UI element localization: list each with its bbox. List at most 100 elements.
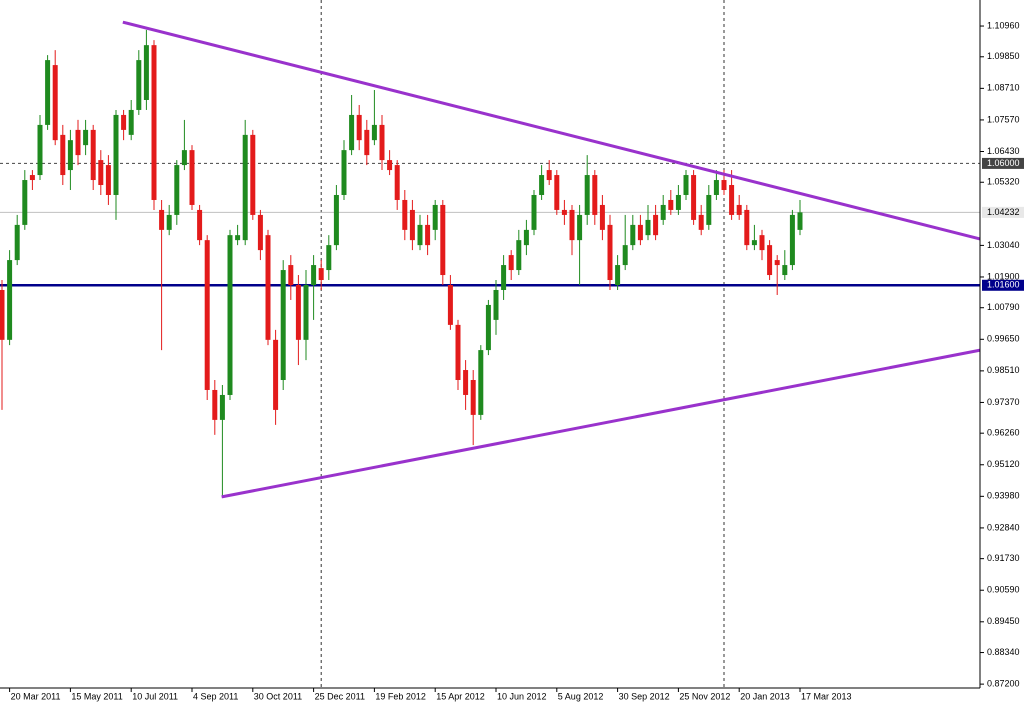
- candle-body: [219, 394, 225, 420]
- x-tick-label: 19 Feb 2012: [375, 691, 426, 701]
- candle-body: [326, 245, 332, 271]
- candle-body: [729, 185, 735, 215]
- x-tick-label: 4 Sep 2011: [193, 691, 238, 701]
- candle-body: [637, 224, 643, 241]
- y-tick-label: 0.91730: [987, 553, 1020, 563]
- candle-body: [189, 150, 195, 205]
- axis-bg: [980, 0, 1024, 704]
- level-label-box: [982, 206, 1024, 218]
- candle-body: [554, 175, 560, 210]
- trendline: [221, 342, 1013, 499]
- candle-body: [394, 165, 400, 200]
- candle-body: [630, 224, 636, 246]
- candle-body: [22, 180, 28, 225]
- candle-body: [265, 235, 271, 340]
- candle-body: [273, 339, 279, 410]
- candle-body: [303, 285, 309, 340]
- candle-body: [288, 265, 294, 286]
- axis-bg: [0, 688, 1024, 704]
- candle-body: [774, 260, 780, 266]
- y-tick-label: 0.95120: [987, 459, 1020, 469]
- candle-body: [14, 224, 20, 261]
- x-tick-label: 25 Nov 2012: [679, 691, 730, 701]
- candle-body: [371, 124, 377, 141]
- candle-body: [668, 199, 674, 210]
- y-tick-label: 0.93980: [987, 491, 1020, 501]
- candle-body: [341, 150, 347, 195]
- candle-body: [660, 204, 666, 220]
- x-tick-label: 30 Oct 2011: [254, 691, 302, 701]
- candle-body: [485, 304, 491, 351]
- candle-body: [577, 214, 583, 241]
- y-tick-label: 0.98510: [987, 365, 1020, 375]
- candle-body: [242, 134, 248, 241]
- candle-body: [37, 124, 43, 176]
- x-tick-label: 30 Sep 2012: [619, 691, 670, 701]
- candle-body: [698, 214, 704, 230]
- candle-body: [592, 175, 598, 215]
- candle-body: [90, 129, 96, 181]
- candle-body: [539, 175, 545, 195]
- x-tick-label: 20 Mar 2011: [11, 691, 61, 701]
- y-tick-label: 1.06430: [987, 146, 1020, 156]
- y-tick-label: 0.88340: [987, 647, 1020, 657]
- y-tick-label: 1.00790: [987, 302, 1020, 312]
- y-tick-label: 1.08710: [987, 83, 1020, 93]
- candle-body: [67, 140, 73, 171]
- y-tick-label: 1.01900: [987, 271, 1020, 281]
- x-tick-label: 15 May 2011: [71, 691, 122, 701]
- candle-body: [204, 240, 210, 390]
- candle-body: [174, 165, 180, 215]
- candle-body: [789, 214, 795, 266]
- candle-body: [197, 209, 203, 241]
- x-tick-label: 20 Jan 2013: [740, 691, 790, 701]
- candle-body: [333, 194, 339, 246]
- candle-body: [546, 170, 552, 181]
- y-tick-label: 1.03040: [987, 240, 1020, 250]
- candle-body: [257, 214, 263, 251]
- candle-body: [736, 204, 742, 215]
- level-label-box: [982, 279, 1024, 291]
- x-tick-label: 17 Mar 2013: [801, 691, 852, 701]
- candle-body: [463, 370, 469, 395]
- candle-body: [561, 209, 567, 215]
- candle-body: [797, 212, 803, 230]
- x-tick-label: 10 Jul 2011: [132, 691, 178, 701]
- candle-body: [675, 194, 681, 210]
- candle-body: [250, 134, 256, 215]
- candle-body: [402, 199, 408, 230]
- candle-body: [181, 150, 187, 166]
- candle-body: [691, 175, 697, 220]
- candle-body: [683, 175, 689, 195]
- candle-body: [744, 209, 750, 246]
- candle-body: [759, 235, 765, 251]
- candle-body: [113, 114, 119, 195]
- candle-body: [98, 160, 104, 186]
- candle-body: [311, 265, 317, 286]
- candle-body: [83, 129, 89, 146]
- x-tick-label: 10 Jun 2012: [497, 691, 547, 701]
- candle-body: [607, 224, 613, 281]
- candle-body: [227, 235, 233, 395]
- candle-body: [584, 175, 590, 215]
- candle-body: [379, 124, 385, 161]
- candle-body: [7, 260, 13, 340]
- candle-body: [136, 60, 142, 110]
- candle-body: [622, 245, 628, 266]
- candle-body: [569, 209, 575, 241]
- y-tick-label: 0.97370: [987, 397, 1020, 407]
- candle-body: [432, 204, 438, 230]
- candle-body: [212, 389, 218, 420]
- y-tick-label: 1.09850: [987, 51, 1020, 61]
- candle-body: [516, 240, 522, 271]
- trendline: [122, 20, 1013, 249]
- y-tick-label: 0.90590: [987, 585, 1020, 595]
- candle-body: [706, 194, 712, 225]
- candle-body: [493, 289, 499, 320]
- candle-body: [143, 45, 149, 100]
- candle-body: [295, 285, 301, 340]
- candle-body: [105, 165, 111, 195]
- candle-body: [645, 219, 651, 236]
- y-tick-label: 1.07570: [987, 114, 1020, 124]
- candle-body: [508, 255, 514, 271]
